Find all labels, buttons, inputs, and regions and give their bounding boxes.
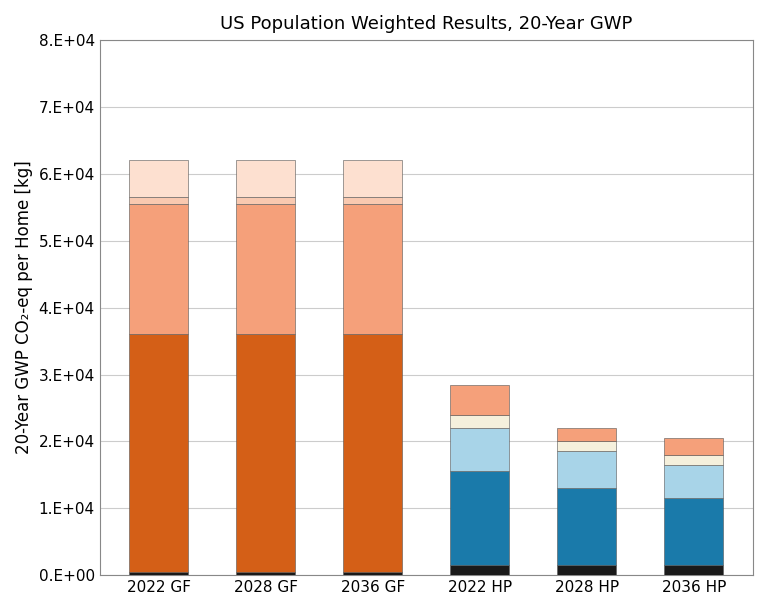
Bar [664,455,723,465]
Bar [664,565,723,575]
Bar [558,428,616,442]
Bar [237,572,295,575]
Bar [664,498,723,565]
Bar [237,160,295,197]
Bar [450,415,509,428]
Bar [450,428,509,472]
Title: US Population Weighted Results, 20-Year GWP: US Population Weighted Results, 20-Year … [220,15,633,33]
Bar [237,334,295,572]
Bar [664,465,723,498]
Bar [343,197,402,204]
Bar [558,488,616,565]
Bar [558,565,616,575]
Bar [129,334,188,572]
Y-axis label: 20-Year GWP CO₂-eq per Home [kg]: 20-Year GWP CO₂-eq per Home [kg] [15,161,33,454]
Bar [343,572,402,575]
Bar [129,197,188,204]
Bar [129,572,188,575]
Bar [237,204,295,334]
Bar [237,197,295,204]
Bar [343,204,402,334]
Bar [343,334,402,572]
Bar [343,160,402,197]
Bar [129,160,188,197]
Bar [558,451,616,488]
Bar [450,384,509,415]
Bar [558,442,616,451]
Bar [664,438,723,455]
Bar [450,472,509,565]
Bar [129,204,188,334]
Bar [450,565,509,575]
